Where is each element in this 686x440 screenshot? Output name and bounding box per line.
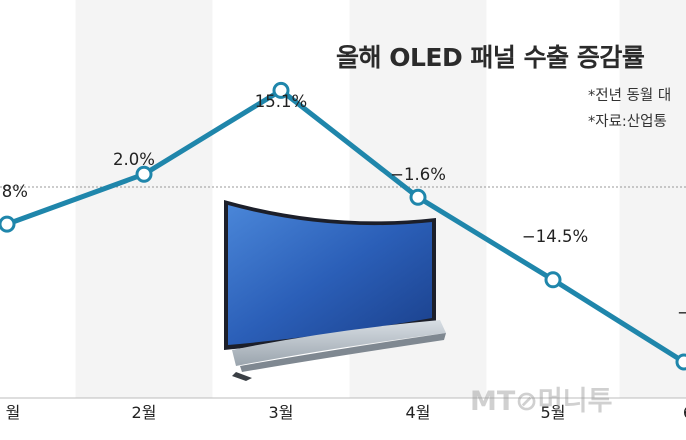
x-axis-label: 6 [683, 403, 686, 422]
data-point-marker [675, 353, 686, 371]
x-axis-label: 5월 [541, 403, 566, 422]
x-axis-label: 4월 [406, 403, 431, 422]
data-point-marker [544, 271, 562, 289]
data-label: − [677, 303, 686, 322]
chart-note-source: *자료:산업통 [588, 114, 667, 130]
x-axis-label: 2월 [132, 403, 157, 422]
x-axis-labels: 월 2월 3월 4월 5월 6 [6, 403, 686, 422]
data-labels: 5.8% 2.0% 15.1% −1.6% −14.5% − [0, 92, 686, 322]
data-label: −14.5% [522, 227, 588, 246]
data-point-marker [272, 81, 290, 99]
data-label: 2.0% [113, 150, 155, 169]
chart-note-basis: *전년 동월 대 [588, 88, 672, 104]
column-band [75, 0, 213, 398]
data-point-marker [409, 188, 427, 206]
curved-tv-image [224, 200, 446, 381]
data-point-marker [135, 165, 153, 183]
data-point-marker [0, 215, 16, 233]
data-label: 5.8% [0, 182, 28, 201]
series-markers [0, 81, 686, 371]
x-axis-label: 월 [6, 403, 21, 422]
data-label: 15.1% [255, 92, 307, 111]
x-axis-label: 3월 [269, 403, 294, 422]
chart-title: 올해 OLED 패널 수출 증감률 [336, 43, 645, 72]
watermark: MT⊘머니투 [470, 386, 613, 417]
column-band [619, 0, 686, 398]
data-label: −1.6% [390, 165, 446, 184]
